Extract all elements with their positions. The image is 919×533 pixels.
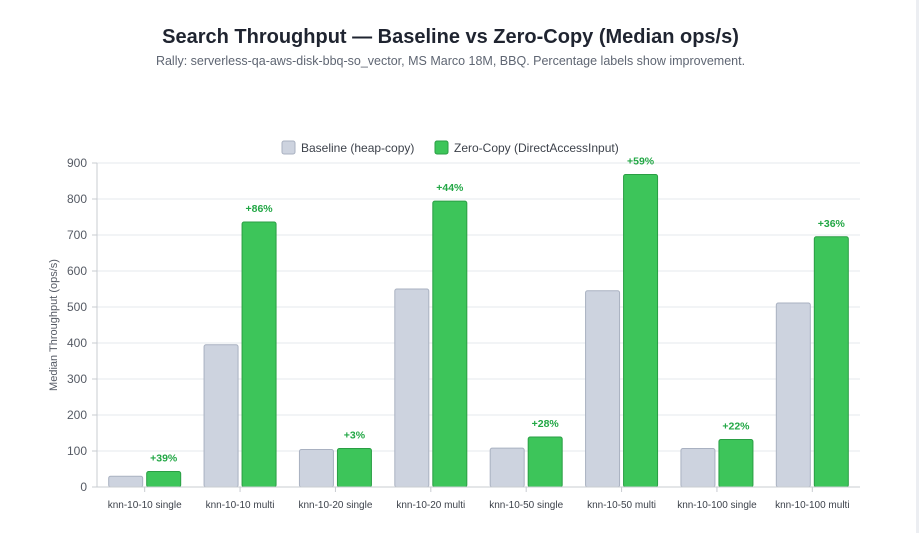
- x-tick-label: knn-10-20 single: [298, 500, 372, 511]
- baseline-bar: [585, 290, 621, 488]
- y-tick-label: 200: [67, 408, 87, 422]
- x-tick-label: knn-10-100 single: [677, 500, 757, 511]
- bars: [108, 174, 849, 488]
- zero-copy-bar: [432, 200, 468, 488]
- zero-copy-bar: [813, 236, 849, 488]
- zero-copy-bar: [623, 174, 659, 488]
- zero-copy-bar: [718, 438, 754, 488]
- legend-swatch-zero-copy: [434, 140, 449, 155]
- baseline-bar: [108, 475, 144, 488]
- window-edge: [916, 0, 919, 533]
- y-tick-label: 400: [67, 336, 87, 350]
- x-tick-label: knn-10-50 single: [489, 500, 563, 511]
- chart-subtitle: Rally: serverless-qa-aws-disk-bbq-so_vec…: [155, 54, 746, 68]
- improvement-label: +28%: [532, 418, 560, 430]
- legend-label: Baseline (heap-copy): [301, 141, 414, 155]
- x-tick-label: knn-10-10 single: [108, 500, 182, 511]
- improvement-label: +39%: [150, 453, 178, 465]
- y-tick-label: 600: [67, 264, 87, 278]
- improvement-label: +36%: [818, 218, 846, 230]
- y-tick-label: 100: [67, 444, 87, 458]
- y-tick-label: 0: [80, 480, 87, 494]
- baseline-bar: [298, 449, 334, 488]
- y-tick-label: 800: [67, 192, 87, 206]
- baseline-bar: [203, 344, 239, 488]
- legend-swatch-baseline: [281, 140, 296, 155]
- baseline-bar: [394, 288, 430, 488]
- y-tick-label: 500: [67, 300, 87, 314]
- x-axis: knn-10-10 single knn-10-10 multi knn-10-20…: [97, 486, 860, 511]
- improvement-label: +44%: [436, 182, 464, 194]
- improvement-labels: +39% +86% +3% +44% +28% +59% +22% +36%: [150, 156, 845, 465]
- baseline-bar: [489, 447, 525, 488]
- improvement-label: +86%: [245, 203, 273, 215]
- chart-legend: Baseline (heap-copy) Zero-Copy (DirectAcc…: [281, 140, 619, 155]
- y-axis-title: Median Throughput (ops/s): [48, 259, 60, 391]
- x-tick-label: knn-10-50 multi: [587, 500, 656, 511]
- y-tick-label: 900: [67, 156, 87, 170]
- y-tick-label: 300: [67, 372, 87, 386]
- improvement-label: +3%: [344, 429, 366, 441]
- zero-copy-bar: [336, 447, 372, 488]
- y-tick-label: 700: [67, 228, 87, 242]
- baseline-bar: [680, 447, 716, 488]
- x-tick-label: knn-10-10 multi: [206, 500, 275, 511]
- chart-title: Search Throughput — Baseline vs Zero-Cop…: [162, 26, 739, 48]
- zero-copy-bar: [241, 221, 277, 488]
- x-tick-label: knn-10-100 multi: [775, 500, 849, 511]
- x-tick-label: knn-10-20 multi: [396, 500, 465, 511]
- y-axis: 0 100 200 300 400 500 600 700 800 900 Median Throu…: [48, 156, 98, 494]
- legend-label: Zero-Copy (DirectAccessInput): [454, 141, 619, 155]
- improvement-label: +59%: [627, 156, 655, 168]
- zero-copy-bar: [527, 436, 563, 488]
- improvement-label: +22%: [722, 420, 750, 432]
- zero-copy-bar: [146, 471, 182, 488]
- baseline-bar: [775, 302, 811, 488]
